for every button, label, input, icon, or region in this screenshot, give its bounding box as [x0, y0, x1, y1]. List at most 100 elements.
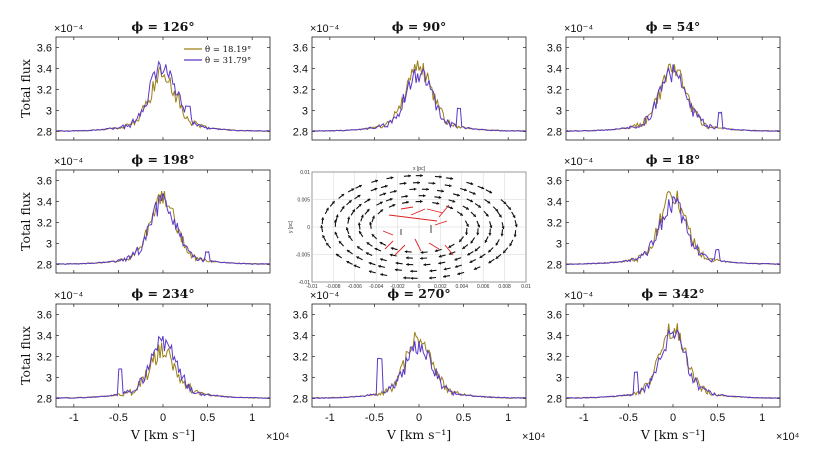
inset-x-tick-label: -0.008 — [326, 284, 340, 290]
inset-arrowhead — [477, 224, 481, 228]
panel-2: 2.8 3 3.2 3.4 3.6×10⁻⁴ ϕ = 90° — [293, 19, 527, 141]
y-tick-label: 3 — [46, 106, 52, 118]
panel-title: ϕ = 126° — [131, 19, 194, 34]
inset-x-tick-label: 0.006 — [477, 284, 490, 290]
x-tick-label: -0.5 — [619, 412, 638, 424]
curve-theta-31 — [312, 67, 527, 132]
y-exponent: ×10⁻⁴ — [54, 290, 83, 302]
inset-arrowhead — [457, 272, 461, 276]
panel-title: ϕ = 234° — [131, 286, 194, 301]
inset-arrowhead — [474, 248, 478, 252]
inset-arrowhead — [439, 175, 442, 179]
inset-x-tick-label: -0.01 — [306, 284, 318, 290]
inset-arrowhead — [403, 181, 407, 185]
inset-y-tick-label: 0.005 — [297, 198, 310, 204]
y-tick-label: 2.8 — [293, 394, 308, 406]
inset-red-arrow — [414, 238, 422, 252]
inset-arrowhead — [356, 256, 360, 260]
inset-arrowhead — [470, 240, 474, 244]
inset-arrowhead — [469, 260, 473, 263]
inset-arrowhead — [495, 256, 499, 259]
inset-arrowhead — [334, 231, 338, 235]
inset-arrowhead — [336, 253, 339, 257]
y-axis-label: Total flux — [18, 326, 33, 385]
inset-arrowhead — [374, 247, 378, 251]
y-tick-label: 3.6 — [293, 43, 308, 55]
inset-arrowhead — [448, 184, 452, 188]
x-tick-label: 0 — [160, 412, 166, 424]
inset-arrowhead — [380, 258, 383, 262]
x-exponent: ×10⁴ — [522, 431, 546, 443]
inset-arrowhead — [450, 206, 453, 210]
y-tick-label: 3.2 — [37, 352, 52, 364]
inset-arrowhead — [450, 176, 454, 180]
inset-arrowhead — [352, 209, 355, 213]
y-tick-label: 2.8 — [547, 394, 562, 406]
inset-arrowhead — [485, 213, 489, 217]
x-tick-label: -1 — [325, 412, 335, 424]
y-tick-label: 3.2 — [547, 85, 562, 97]
inset-arrowhead — [509, 243, 513, 247]
panel-4: 2.8 3 3.2 3.4 3.6×10⁻⁴ ϕ = 198° — [37, 152, 271, 274]
panel-frame — [55, 169, 271, 274]
y-exponent: ×10⁻⁴ — [310, 290, 339, 302]
inset-arrowhead — [326, 242, 329, 246]
inset-arrowhead — [357, 222, 361, 226]
panel-title: ϕ = 90° — [392, 19, 447, 34]
inset-red-arrow — [434, 220, 448, 226]
inset-arrowhead — [489, 225, 493, 229]
inset-arrowhead — [380, 273, 384, 277]
x-tick-label: -0.5 — [109, 412, 128, 424]
inset-arrowhead — [488, 249, 492, 253]
inset-arrowhead — [470, 182, 474, 186]
x-tick-label: -0.5 — [365, 412, 384, 424]
inset-arrowhead — [375, 179, 378, 183]
inset-arrowhead — [456, 193, 460, 197]
y-tick-label: 3.2 — [37, 85, 52, 97]
inset-arrowhead — [345, 227, 349, 231]
inset-red-arrow — [438, 204, 450, 218]
inset-arrowhead — [335, 214, 339, 218]
inset-arrowhead — [368, 261, 372, 265]
y-tick-label: 3.2 — [547, 218, 562, 230]
panel-title: ϕ = 342° — [641, 286, 704, 301]
inset-red-arrow — [388, 214, 438, 222]
inset-arrowhead — [454, 257, 458, 261]
inset-arrowhead — [358, 184, 362, 188]
inset-arrowhead — [394, 268, 398, 272]
panel-frame — [565, 36, 781, 141]
y-tick-label: 3 — [302, 106, 308, 118]
inset-arrowhead — [383, 192, 387, 196]
panel-5: 2.8 3 3.2 3.4 3.6×10⁻⁴ ϕ = 18° — [547, 152, 781, 274]
inset-arrowhead — [488, 260, 492, 264]
curve-theta-31 — [565, 328, 781, 399]
inset-arrowhead — [390, 247, 394, 251]
inset-arrowhead — [384, 184, 388, 188]
panel-title: ϕ = 270° — [387, 286, 450, 301]
curve-theta-31 — [55, 60, 271, 132]
y-tick-label: 3.2 — [293, 352, 308, 364]
inset-arrowhead — [413, 187, 417, 191]
panel-frame — [311, 36, 527, 141]
y-tick-label: 3 — [556, 239, 562, 251]
y-exponent: ×10⁻⁴ — [54, 23, 83, 35]
inset-arrowhead — [464, 188, 467, 192]
inset-x-tick-label: -0.006 — [348, 284, 362, 290]
curve-theta-31 — [565, 64, 781, 132]
inset-arrowhead — [423, 194, 426, 198]
inset-arrowhead — [467, 252, 471, 256]
inset-arrowhead — [333, 219, 337, 223]
y-tick-label: 3.4 — [37, 331, 52, 343]
inset-arrowhead — [341, 194, 345, 197]
inset-red-arrow — [384, 240, 394, 250]
y-tick-label: 3.6 — [37, 310, 52, 322]
inset-arrowhead — [503, 201, 507, 204]
inset-y-tick-label: -0.01 — [299, 280, 311, 286]
y-exponent: ×10⁻⁴ — [310, 23, 339, 35]
y-tick-label: 2.8 — [547, 260, 562, 272]
inset-arrowhead — [448, 245, 452, 248]
inset-arrowhead — [366, 209, 370, 212]
panel-8: 2.8 3 3.2 3.4 3.6 -1 -0.5 0 0.5 1 ×10⁻⁴ ϕ = 342° — [547, 286, 781, 424]
x-tick-label: 1 — [759, 412, 765, 424]
inset-arrowhead — [359, 230, 362, 234]
